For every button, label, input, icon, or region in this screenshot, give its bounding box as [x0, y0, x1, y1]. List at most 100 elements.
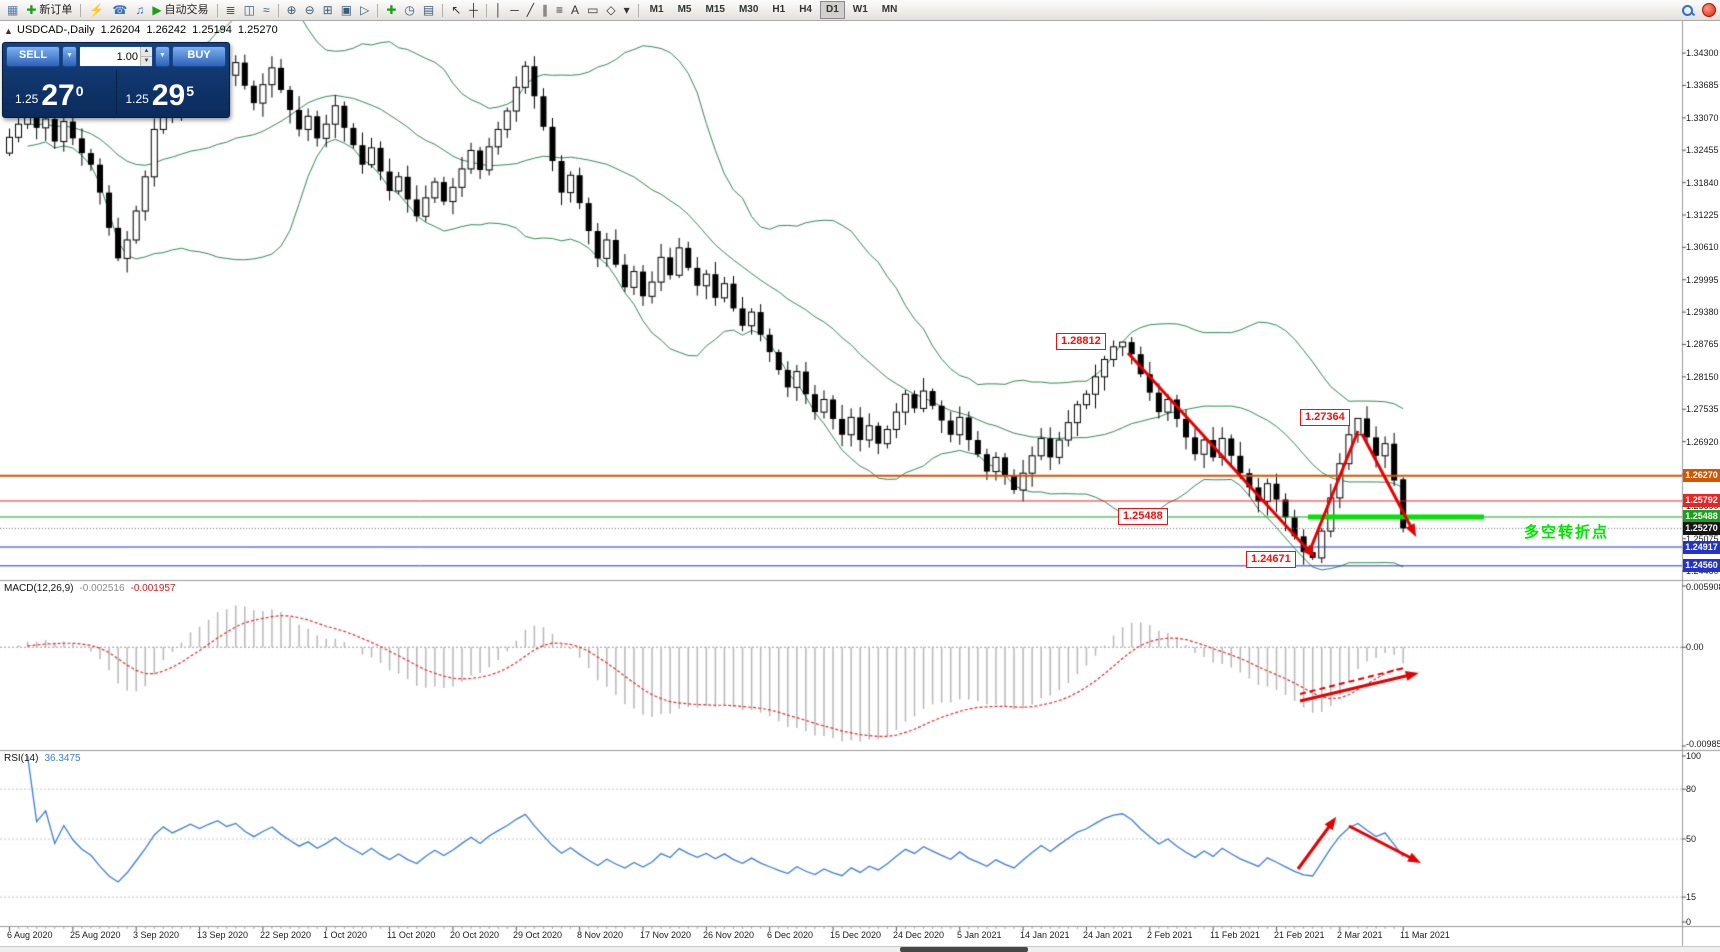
date-axis-label: 5 Jan 2021: [957, 930, 1002, 940]
toolbar-separator: [216, 3, 218, 17]
indicators-icon[interactable]: ✚: [386, 3, 397, 17]
date-axis-label: 6 Dec 2020: [767, 930, 814, 940]
price-annotation[interactable]: 1.28812: [1056, 333, 1106, 350]
scrollbar-thumb[interactable]: [900, 947, 1028, 952]
timeframe-m1-button[interactable]: M1: [649, 4, 664, 15]
chart-shift-icon[interactable]: ▷: [360, 3, 370, 17]
main-toolbar: ▦ ✚ 新订单 ⚡ ☎ ♫ ▶ 自动交易 ≣ ◫ ≈ ⊕ ⊖ ⊞ ▣ ▷ ✚ ◷ ▤ ↖ ┼ │ ─ ╱ ∥ ≡ A ▭ ◇ ▾ M1 M5 M…: [0, 0, 1720, 21]
date-axis-label: 6 Aug 2020: [7, 930, 53, 940]
price-axis-label: 1.29380: [1686, 307, 1719, 317]
shapes-icon[interactable]: ◇: [606, 3, 616, 17]
templates-icon[interactable]: ▤: [422, 3, 435, 17]
price-tag: 1.26270: [1683, 469, 1720, 482]
zoom-out-icon[interactable]: ⊖: [304, 3, 315, 17]
cursor-icon[interactable]: ↖: [451, 3, 462, 17]
sound-icon[interactable]: ♫: [135, 3, 145, 17]
buy-price[interactable]: 1.25 29 5: [115, 70, 227, 114]
horizontal-line-icon[interactable]: ─: [510, 3, 519, 17]
lightning-icon[interactable]: ⚡: [89, 3, 105, 17]
price-tag: 1.25792: [1683, 494, 1720, 507]
new-order-button[interactable]: ✚ 新订单: [23, 2, 75, 18]
collapse-quote-panel-button[interactable]: ▲: [4, 26, 13, 36]
rsi-axis-label: 15: [1686, 892, 1697, 902]
volume-increase-button[interactable]: ▲: [141, 47, 152, 57]
price-annotation[interactable]: 1.27364: [1300, 409, 1350, 426]
price-axis-label: 1.34300: [1686, 48, 1719, 58]
price-axis-label: 1.30610: [1686, 242, 1719, 252]
volume-input[interactable]: [80, 47, 140, 66]
date-axis-label: 22 Sep 2020: [260, 930, 312, 940]
sell-options-caret[interactable]: ▼: [62, 46, 77, 67]
date-axis-label: 29 Oct 2020: [513, 930, 563, 940]
candlestick-icon[interactable]: ◫: [243, 3, 255, 17]
price-annotation[interactable]: 1.25488: [1118, 508, 1168, 525]
vertical-line-icon[interactable]: │: [494, 3, 503, 17]
rsi-axis-label: 100: [1686, 751, 1702, 761]
price-annotation[interactable]: 1.24671: [1246, 551, 1296, 568]
date-axis-label: 26 Nov 2020: [703, 930, 755, 940]
label-icon[interactable]: ▭: [587, 3, 599, 17]
price-axis-label: 1.25075: [1686, 534, 1719, 544]
toolbar-separator: [377, 3, 379, 17]
zoom-in-icon[interactable]: ⊕: [286, 3, 297, 17]
auto-trading-button[interactable]: ▶ 自动交易: [149, 2, 211, 18]
price-axis-label: 1.28765: [1686, 339, 1719, 349]
timeframe-m15-button[interactable]: M15: [705, 4, 725, 15]
timeframe-h4-button[interactable]: H4: [799, 4, 812, 15]
chart-open-value: 1.26204: [100, 24, 141, 36]
notification-icon[interactable]: [1702, 3, 1716, 17]
trendline-icon[interactable]: ╱: [526, 3, 535, 17]
price-axis-label: 1.26920: [1686, 437, 1719, 447]
chart-ohlc-info: USDCAD-,Daily 1.26204 1.26242 1.25194 1.…: [17, 24, 278, 36]
timeframe-w1-button[interactable]: W1: [852, 4, 868, 15]
horizontal-scrollbar[interactable]: [0, 946, 1720, 952]
price-axis-label: 1.31225: [1686, 210, 1719, 220]
buy-options-caret[interactable]: ▼: [155, 46, 170, 67]
chart-high-value: 1.26242: [146, 24, 187, 36]
price-axis-label: 1.29995: [1686, 275, 1719, 285]
timeframe-h1-button[interactable]: H1: [772, 4, 786, 15]
price-axis-label: 1.33070: [1686, 113, 1719, 123]
timeframe-m30-button[interactable]: M30: [738, 4, 759, 15]
date-axis-label: 24 Dec 2020: [893, 930, 945, 940]
crosshair-icon[interactable]: ┼: [469, 3, 478, 17]
date-axis-label: 2 Feb 2021: [1147, 930, 1193, 940]
buy-button[interactable]: BUY: [172, 46, 226, 67]
timeframe-m5-button[interactable]: M5: [677, 4, 692, 15]
sell-button[interactable]: SELL: [6, 46, 60, 67]
auto-arrange-icon[interactable]: ▣: [340, 3, 353, 17]
phone-icon[interactable]: ☎: [112, 3, 128, 17]
fibonacci-icon[interactable]: ≡: [556, 3, 564, 17]
bar-chart-icon[interactable]: ≣: [225, 3, 236, 17]
price-tag: 1.24560: [1683, 559, 1720, 572]
chart-window-icon[interactable]: ▦: [7, 3, 19, 17]
sell-price-sup: 0: [75, 83, 84, 99]
sell-price-prefix: 1.25: [15, 92, 39, 106]
chart-close-value: 1.25270: [237, 24, 278, 36]
buy-price-prefix: 1.25: [125, 92, 149, 106]
price-tag: 1.25488: [1683, 510, 1720, 523]
rsi-name: RSI(14): [4, 753, 39, 764]
shapes-dropdown-icon[interactable]: ▾: [623, 3, 630, 17]
date-axis-label: 11 Feb 2021: [1210, 930, 1260, 940]
text-icon[interactable]: A: [571, 3, 580, 17]
tile-windows-icon[interactable]: ⊞: [322, 3, 333, 17]
macd-signal-value: -0.001957: [130, 583, 176, 594]
periods-icon[interactable]: ◷: [404, 3, 415, 17]
timeframe-mn-button[interactable]: MN: [881, 4, 898, 15]
channel-icon[interactable]: ∥: [542, 3, 549, 17]
date-axis-label: 13 Sep 2020: [197, 930, 249, 940]
date-axis-label: 17 Nov 2020: [640, 930, 692, 940]
timeframe-d1-button[interactable]: D1: [819, 1, 845, 19]
chart-low-value: 1.25194: [192, 24, 232, 36]
line-chart-icon[interactable]: ≈: [262, 3, 270, 17]
sell-price[interactable]: 1.25 27 0: [6, 70, 116, 114]
price-tag: 1.24917: [1683, 541, 1720, 554]
volume-decrease-button[interactable]: ▼: [141, 57, 152, 66]
turning-point-annotation[interactable]: 多空转折点: [1524, 524, 1610, 541]
buy-price-big: 29: [151, 79, 186, 112]
search-icon[interactable]: [1680, 3, 1695, 18]
rsi-axis-label: 80: [1686, 784, 1697, 794]
